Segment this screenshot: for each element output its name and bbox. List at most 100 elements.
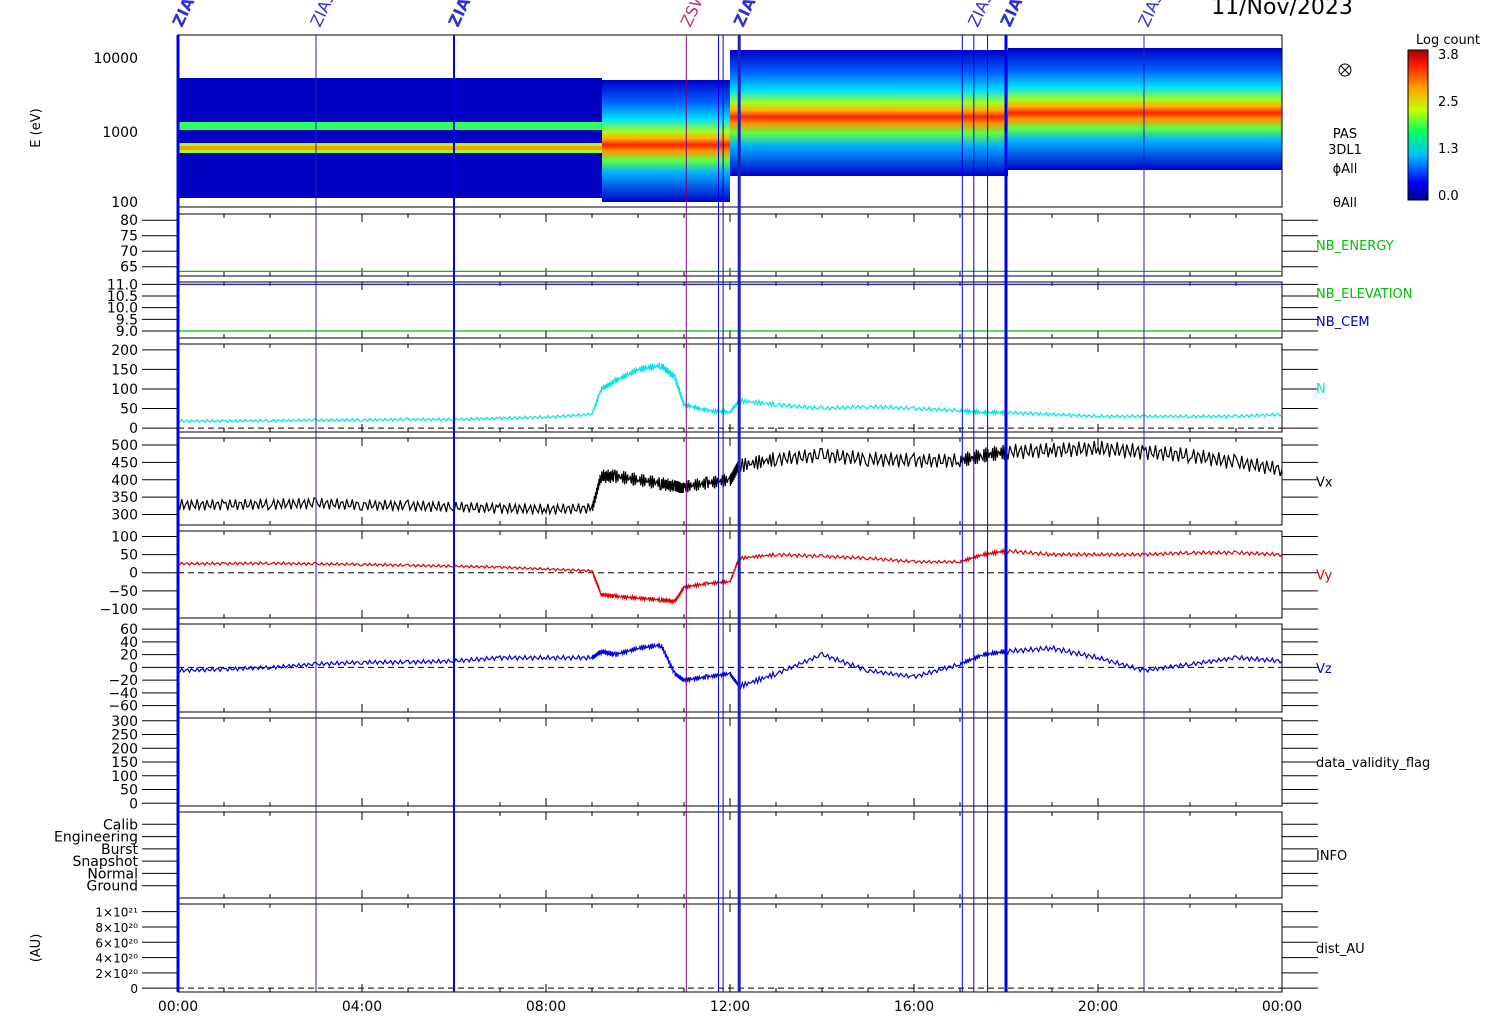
spectrogram-ytick-1000: 1000 — [102, 125, 138, 141]
panel-ylabel: (AU) — [29, 934, 44, 963]
y-tick-label: Calib — [103, 817, 138, 833]
panel-frame — [177, 811, 1283, 899]
series-Vy — [177, 547, 1283, 606]
event-label: ZIAS — [1134, 0, 1167, 30]
y-tick-label: 50 — [120, 402, 138, 418]
y-tick-label: 250 — [111, 728, 138, 744]
panel-frame — [177, 213, 1283, 277]
colorbar-tick-3: 1.3 — [1438, 142, 1459, 157]
y-tick-label: 100 — [111, 769, 138, 785]
x-tick-label: 12:00 — [710, 999, 750, 1015]
y-tick-label: 20 — [120, 648, 138, 664]
y-tick-label: 2×10²⁰ — [95, 967, 138, 981]
series-N — [177, 362, 1283, 424]
y-tick-label: −100 — [100, 602, 138, 618]
y-tick-label: 60 — [120, 622, 138, 638]
date-title: 11/Nov/2023 — [1211, 0, 1353, 20]
x-tick-label: 16:00 — [894, 999, 934, 1015]
y-tick-label: 400 — [111, 473, 138, 489]
y-tick-label: 50 — [120, 783, 138, 799]
event-label: ZIAS — [964, 0, 997, 30]
spectrogram-band-early-orange — [178, 146, 602, 150]
spectrogram-ytick-100: 100 — [111, 195, 138, 211]
panel-label: INFO — [1316, 849, 1347, 864]
y-tick-label: 200 — [111, 343, 138, 359]
panel-frame — [177, 717, 1283, 807]
panel-vy: 100 50 0 −50 −100 Vy — [100, 529, 1333, 619]
x-tick-label: 00:00 — [1262, 999, 1302, 1015]
y-tick-label: 75 — [120, 229, 138, 245]
x-tick-label: 20:00 — [1078, 999, 1118, 1015]
panel-info: CalibEngineeringBurstSnapshotNormalGroun… — [54, 811, 1347, 899]
y-tick-label: −40 — [108, 686, 138, 702]
y-tick-label: Burst — [101, 842, 139, 858]
x-tick-label: 00:00 — [158, 999, 198, 1015]
y-tick-label: 0 — [129, 566, 138, 582]
x-axis: 00:00 04:00 08:00 12:00 16:00 20:00 00:0… — [158, 999, 1302, 1015]
y-tick-label: 150 — [111, 755, 138, 771]
y-tick-label: 350 — [111, 490, 138, 506]
event-label: ZIAS — [730, 0, 765, 30]
event-label: ZIAS — [306, 0, 339, 30]
y-tick-label: 500 — [111, 438, 138, 454]
y-tick-label: 300 — [111, 508, 138, 524]
event-label: ZSW — [677, 0, 710, 30]
y-tick-label: 8×10²⁰ — [95, 921, 138, 935]
spectrogram-side-label-pas: PAS — [1333, 127, 1357, 142]
y-tick-label: 0 — [130, 982, 138, 996]
y-tick-label: 65 — [120, 260, 138, 276]
y-tick-label: 10.5 — [107, 289, 138, 305]
y-tick-label: 50 — [120, 548, 138, 564]
y-tick-label: Engineering — [54, 830, 138, 846]
spectrogram-panel: E (eV) 10000 1000 100 PAS 3DL1 ϕAll θAll — [29, 34, 1362, 211]
spectrogram-side-label-theta: θAll — [1333, 196, 1357, 211]
panel-elevation: 11.010.510.09.59.0 NB_ELEVATION NB_CEM — [107, 277, 1413, 340]
into-page-icon — [1338, 63, 1352, 77]
y-tick-label: 300 — [111, 714, 138, 730]
y-tick-label: 10.0 — [107, 301, 138, 317]
y-tick-label: 150 — [111, 362, 138, 378]
panel-label: NB_ENERGY — [1316, 239, 1394, 254]
colorbar-title: Log count — [1416, 33, 1480, 48]
panel-label: Vy — [1316, 569, 1333, 584]
spectrogram-ytick-10000: 10000 — [93, 51, 138, 67]
colorbar: Log count 3.8 2.5 1.3 0.0 — [1407, 33, 1480, 204]
panel-label: NB_ELEVATION — [1316, 287, 1413, 302]
y-tick-label: 9.0 — [116, 324, 138, 340]
series-Vx — [177, 440, 1283, 516]
y-tick-label: 40 — [120, 635, 138, 651]
y-tick-label: 4×10²⁰ — [95, 952, 138, 966]
colorbar-tick-2: 2.5 — [1438, 95, 1459, 110]
event-label: ZIAS — [996, 0, 1031, 30]
spectrogram-band-early — [178, 78, 602, 198]
y-tick-label: 1×10²¹ — [95, 906, 138, 920]
panel-label: dist_AU — [1316, 942, 1365, 957]
panel-label: data_validity_flag — [1316, 756, 1430, 771]
y-tick-label: 450 — [111, 455, 138, 471]
series-Vz — [177, 642, 1283, 690]
panel-frame — [177, 281, 1283, 339]
y-tick-label: 11.0 — [107, 277, 138, 293]
y-tick-label: 100 — [111, 529, 138, 545]
panel-frame — [177, 530, 1283, 619]
panel-label-2: NB_CEM — [1316, 315, 1370, 330]
x-tick-label: 08:00 — [526, 999, 566, 1015]
panel-frame — [177, 343, 1283, 433]
y-tick-label: 100 — [111, 382, 138, 398]
spectrogram-band-mid — [602, 80, 730, 202]
y-tick-label: Normal — [87, 866, 138, 882]
y-tick-label: Snapshot — [73, 854, 139, 870]
colorbar-tick-max: 3.8 — [1438, 48, 1459, 63]
panel-label: Vz — [1316, 662, 1332, 677]
colorbar-gradient — [1407, 49, 1429, 201]
panel-frame — [177, 903, 1283, 993]
y-tick-label: 70 — [120, 244, 138, 260]
spectrogram-ylabel: E (eV) — [29, 108, 44, 147]
panel-label: N — [1316, 382, 1326, 397]
event-label: ZIAS — [168, 0, 203, 30]
